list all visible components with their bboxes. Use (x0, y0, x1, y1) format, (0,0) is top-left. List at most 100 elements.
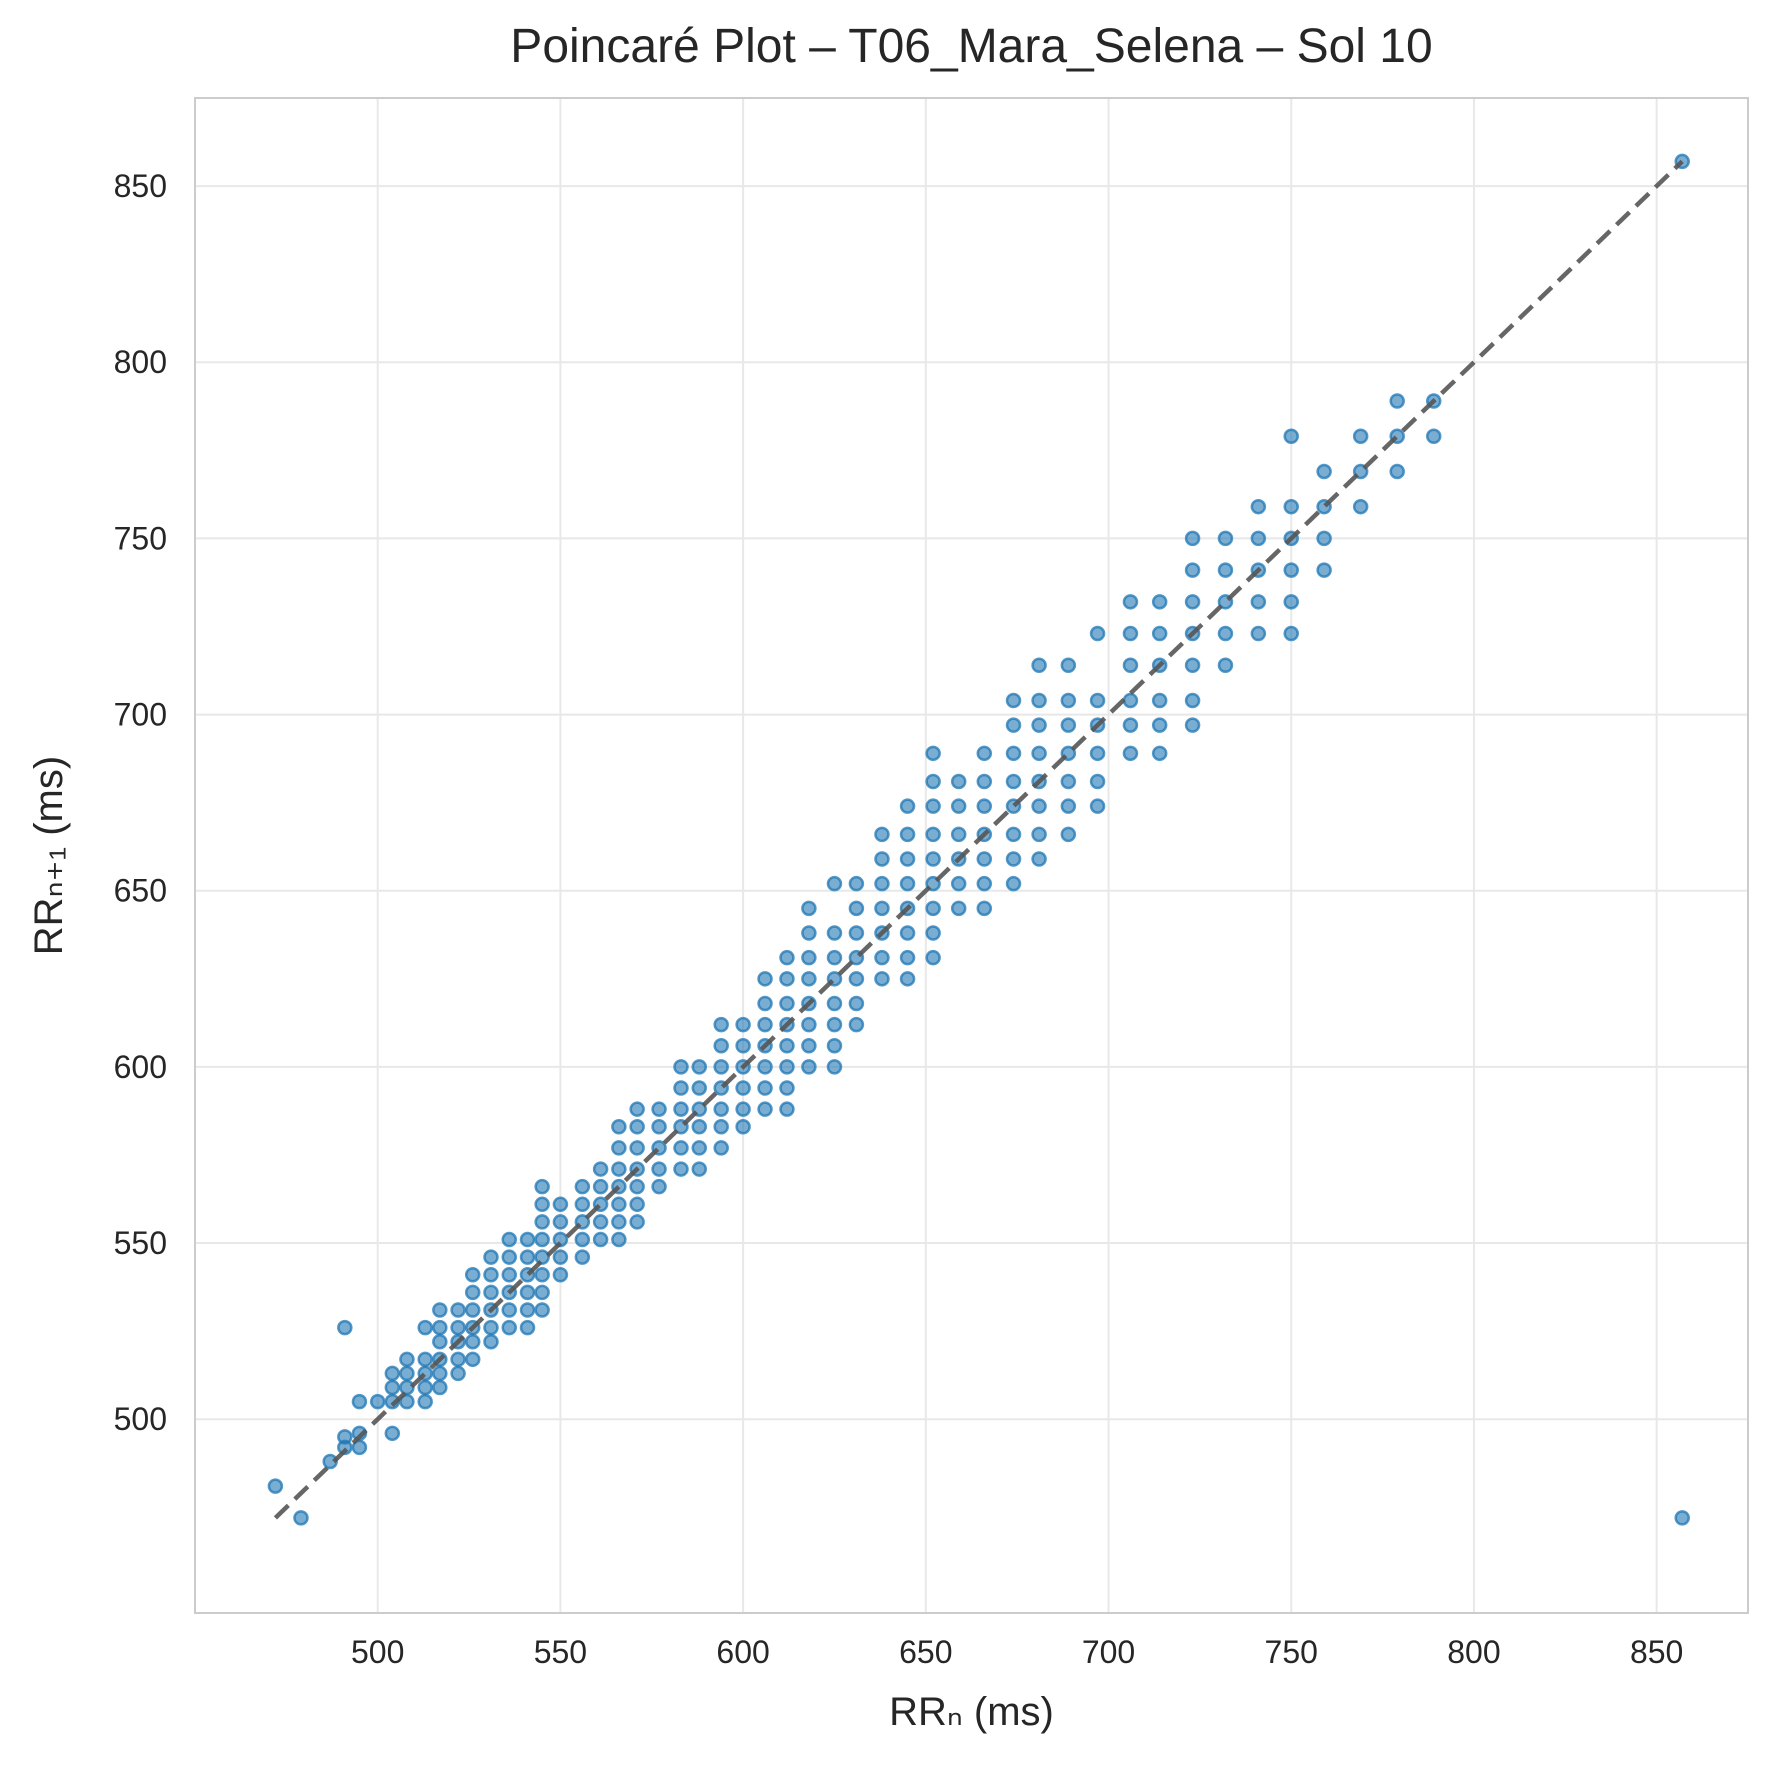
data-point (574, 1178, 591, 1195)
data-point (757, 971, 773, 987)
data-point (1283, 594, 1299, 610)
data-point (1283, 625, 1299, 642)
data-point (1122, 745, 1139, 762)
data-point (1005, 851, 1022, 867)
x-tick-label: 850 (1630, 1634, 1683, 1670)
chart-title: Poincaré Plot – T06_Mara_Selena – Sol 10 (510, 20, 1432, 73)
data-point (651, 1101, 667, 1117)
data-point (1005, 745, 1022, 762)
data-point (1316, 530, 1332, 547)
data-point (1031, 851, 1047, 867)
data-point (534, 1302, 550, 1318)
data-point (1089, 625, 1106, 642)
data-point (826, 1038, 843, 1054)
data-point (1005, 875, 1022, 892)
data-point (501, 1319, 518, 1336)
data-point (779, 995, 795, 1012)
data-point (1031, 717, 1047, 733)
data-point (1217, 657, 1234, 673)
data-point (848, 995, 865, 1012)
data-point (293, 1510, 309, 1526)
data-point (1316, 562, 1332, 578)
data-point (925, 925, 941, 941)
data-point (826, 949, 843, 966)
data-point (1060, 717, 1077, 733)
data-point (1151, 692, 1168, 709)
data-point (464, 1351, 481, 1368)
x-tick-label: 750 (1265, 1634, 1318, 1670)
data-point (801, 925, 817, 941)
data-point (976, 900, 993, 917)
data-point (874, 851, 890, 867)
data-point (713, 1038, 729, 1054)
data-point (976, 745, 993, 762)
data-point (1089, 798, 1106, 814)
data-point (925, 745, 941, 762)
data-point (1122, 717, 1139, 733)
x-tick-label: 500 (351, 1634, 404, 1670)
data-point (464, 1284, 481, 1301)
data-point (1005, 773, 1022, 790)
y-tick-label: 500 (114, 1401, 167, 1437)
data-point (611, 1119, 627, 1135)
y-tick-labels: 500 550 600 650 700 750 800 850 (114, 168, 167, 1437)
data-point (848, 900, 865, 917)
data-point (417, 1351, 433, 1368)
data-point (713, 1119, 729, 1135)
data-point (417, 1379, 433, 1396)
data-point (1283, 498, 1299, 515)
data-point (801, 1059, 817, 1075)
x-tick-label: 800 (1447, 1634, 1500, 1670)
data-point (534, 1214, 550, 1230)
data-point (611, 1196, 627, 1213)
data-point (534, 1249, 550, 1265)
x-tick-label: 700 (1082, 1634, 1135, 1670)
data-point (779, 1080, 795, 1096)
data-point (1425, 428, 1442, 444)
data-point (450, 1351, 466, 1368)
data-point (976, 851, 993, 867)
data-point (432, 1302, 448, 1318)
data-point (925, 900, 941, 917)
data-point (950, 875, 967, 892)
data-point (1217, 625, 1234, 642)
data-point (432, 1365, 448, 1382)
data-point (399, 1351, 415, 1368)
data-point (673, 1161, 689, 1177)
data-point (713, 1140, 729, 1156)
data-point (519, 1231, 536, 1248)
data-point (950, 773, 967, 790)
data-point (534, 1267, 550, 1283)
data-point (801, 900, 817, 917)
data-point (1184, 594, 1201, 610)
data-point (464, 1302, 481, 1318)
data-point (1005, 826, 1022, 843)
data-point (501, 1249, 518, 1265)
data-point (501, 1231, 518, 1248)
x-tick-label: 600 (716, 1634, 769, 1670)
data-point (351, 1393, 368, 1410)
data-point (1316, 463, 1332, 480)
data-point (1283, 562, 1299, 578)
data-point (1089, 692, 1106, 709)
data-point (874, 900, 890, 917)
data-point (1060, 657, 1077, 673)
data-point (874, 826, 890, 843)
data-point (450, 1365, 466, 1382)
data-point (779, 1101, 795, 1117)
data-point (574, 1249, 591, 1265)
data-point (950, 798, 967, 814)
data-point (592, 1231, 609, 1248)
data-point (1060, 826, 1077, 843)
data-point (629, 1140, 645, 1156)
data-point (848, 925, 865, 941)
data-point (1151, 745, 1168, 762)
data-point (450, 1319, 466, 1336)
data-point (976, 798, 993, 814)
data-point (1250, 498, 1267, 515)
data-point (1151, 594, 1168, 610)
data-point (801, 971, 817, 987)
data-point (779, 1038, 795, 1054)
data-point (950, 826, 967, 843)
data-point (629, 1119, 645, 1135)
